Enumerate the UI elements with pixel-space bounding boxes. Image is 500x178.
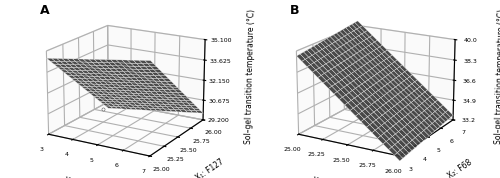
X-axis label: X₁: F127: X₁: F127 [312,176,344,178]
Text: B: B [290,4,299,17]
Y-axis label: X₂: F68: X₂: F68 [446,158,474,178]
X-axis label: X₂: F68: X₂: F68 [64,176,92,178]
Text: A: A [40,4,49,17]
Y-axis label: X₁: F127: X₁: F127 [194,157,226,178]
